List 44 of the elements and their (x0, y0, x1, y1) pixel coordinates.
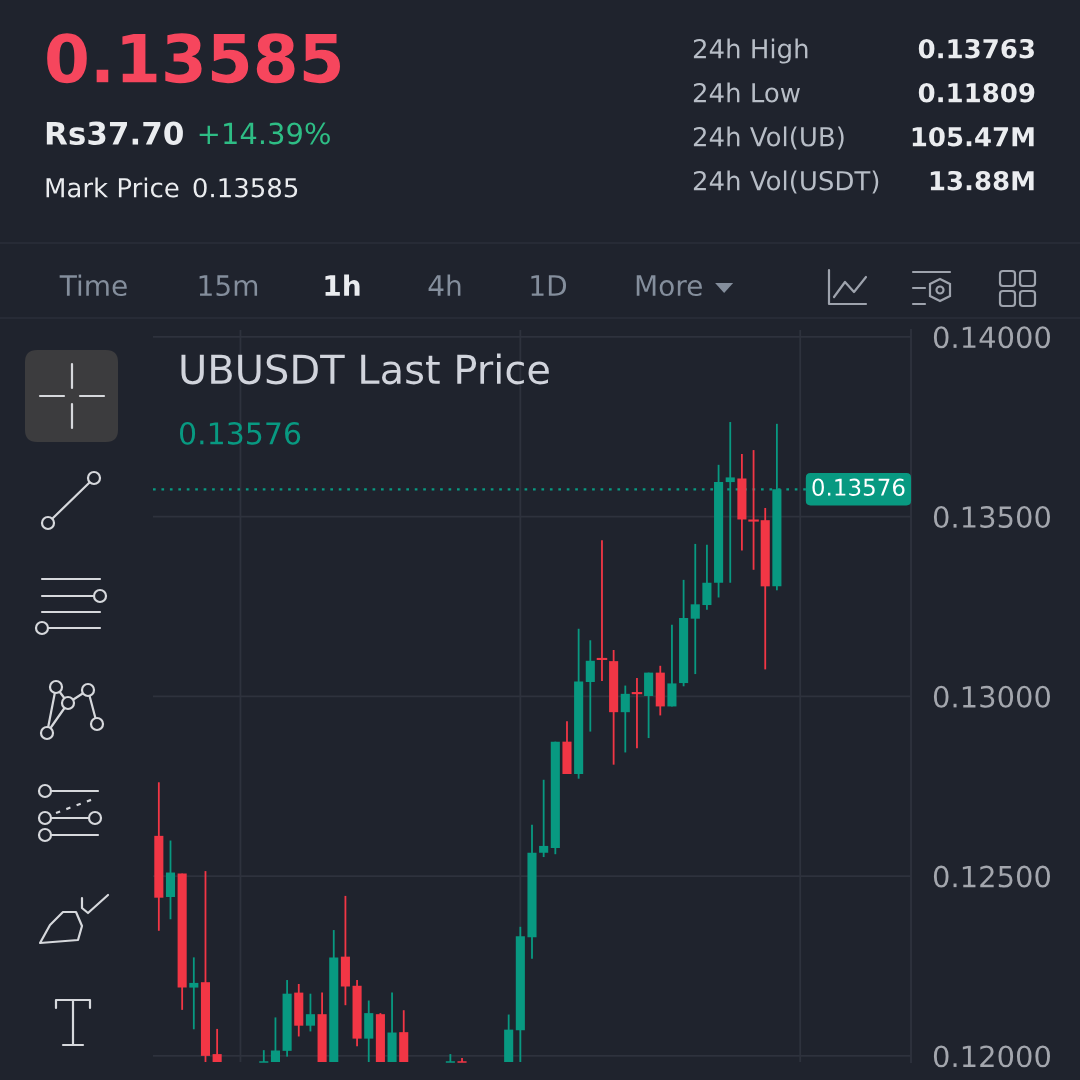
y-tick-label: 0.12000 (933, 1045, 1050, 1068)
y-tick-label: 0.14000 (933, 326, 1050, 349)
text: Mark Price (46, 177, 179, 198)
candlestick (212, 1028, 222, 1062)
text: 0.11809 (918, 82, 1035, 103)
candlestick (596, 539, 608, 682)
text: 1h (325, 274, 360, 296)
text: 24h High (693, 38, 808, 64)
candlestick (189, 956, 199, 1031)
candlestick (456, 1057, 468, 1063)
text: +14.39% (199, 122, 330, 145)
text: 0.13585 (47, 33, 340, 84)
text: Time (59, 274, 127, 297)
candlestick (585, 639, 595, 733)
text: 24h Vol(UB) (693, 126, 844, 150)
y-tick-label: 0.12500 (933, 865, 1050, 888)
y-tick-label: 0.13500 (933, 506, 1050, 529)
text: 0.13576 (179, 422, 301, 445)
candlestick (690, 543, 700, 675)
candlestick (305, 992, 315, 1033)
y-tick-label: 0.13000 (933, 685, 1050, 708)
text: 0.13763 (918, 38, 1034, 59)
text: 1D (531, 275, 567, 296)
candlestick (445, 1053, 456, 1063)
candlestick (270, 1016, 280, 1062)
text: Rs37.70 (46, 121, 183, 145)
candlestick (702, 543, 712, 611)
chart-title: UBUSDT Last Price (181, 353, 549, 385)
text: 4h (428, 274, 461, 296)
text: More (636, 275, 702, 297)
candlestick (644, 671, 654, 739)
candlestick (748, 449, 759, 571)
candlestick (539, 778, 549, 858)
candlestick (258, 1049, 270, 1063)
text: 24h Low (693, 82, 800, 103)
text: 0.13585 (193, 177, 298, 198)
text: 105.47M (912, 126, 1034, 147)
ref-line-label: 0.13576 (812, 478, 905, 496)
candlestick (620, 684, 630, 754)
text: 13.88M (930, 170, 1034, 191)
candlestick (631, 677, 643, 750)
text: 15m (199, 275, 258, 297)
text: 24h Vol(USDT) (693, 170, 879, 194)
candlestick (667, 623, 677, 708)
